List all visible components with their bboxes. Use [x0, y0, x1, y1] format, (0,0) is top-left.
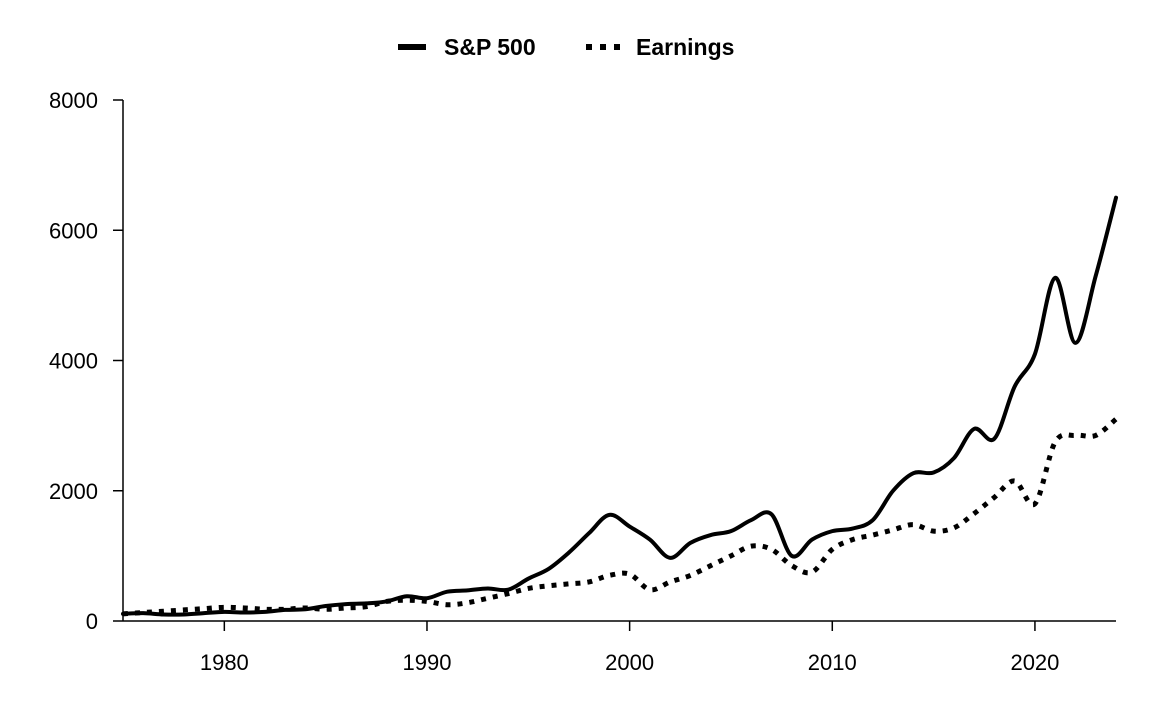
series-layer [121, 195, 1118, 617]
legend-label-earnings: Earnings [636, 34, 734, 60]
axes: 0 2000 4000 6000 8000 1980 1990 2000 2010 2020 [49, 88, 1116, 675]
x-tick-label: 1980 [200, 650, 249, 675]
x-tick-label: 2010 [808, 650, 857, 675]
x-tick-label: 2000 [605, 650, 654, 675]
x-tick-label: 2020 [1010, 650, 1059, 675]
legend: S&P 500 Earnings [398, 34, 734, 60]
y-tick-label: 8000 [49, 88, 98, 113]
legend-label-sp500: S&P 500 [444, 34, 536, 60]
y-tick-label: 6000 [49, 218, 98, 243]
y-tick-label: 0 [86, 609, 98, 634]
series-line-s-p-500 [121, 195, 1118, 617]
y-tick-label: 2000 [49, 479, 98, 504]
y-tick-label: 4000 [49, 349, 98, 374]
x-tick-label: 1990 [403, 650, 452, 675]
